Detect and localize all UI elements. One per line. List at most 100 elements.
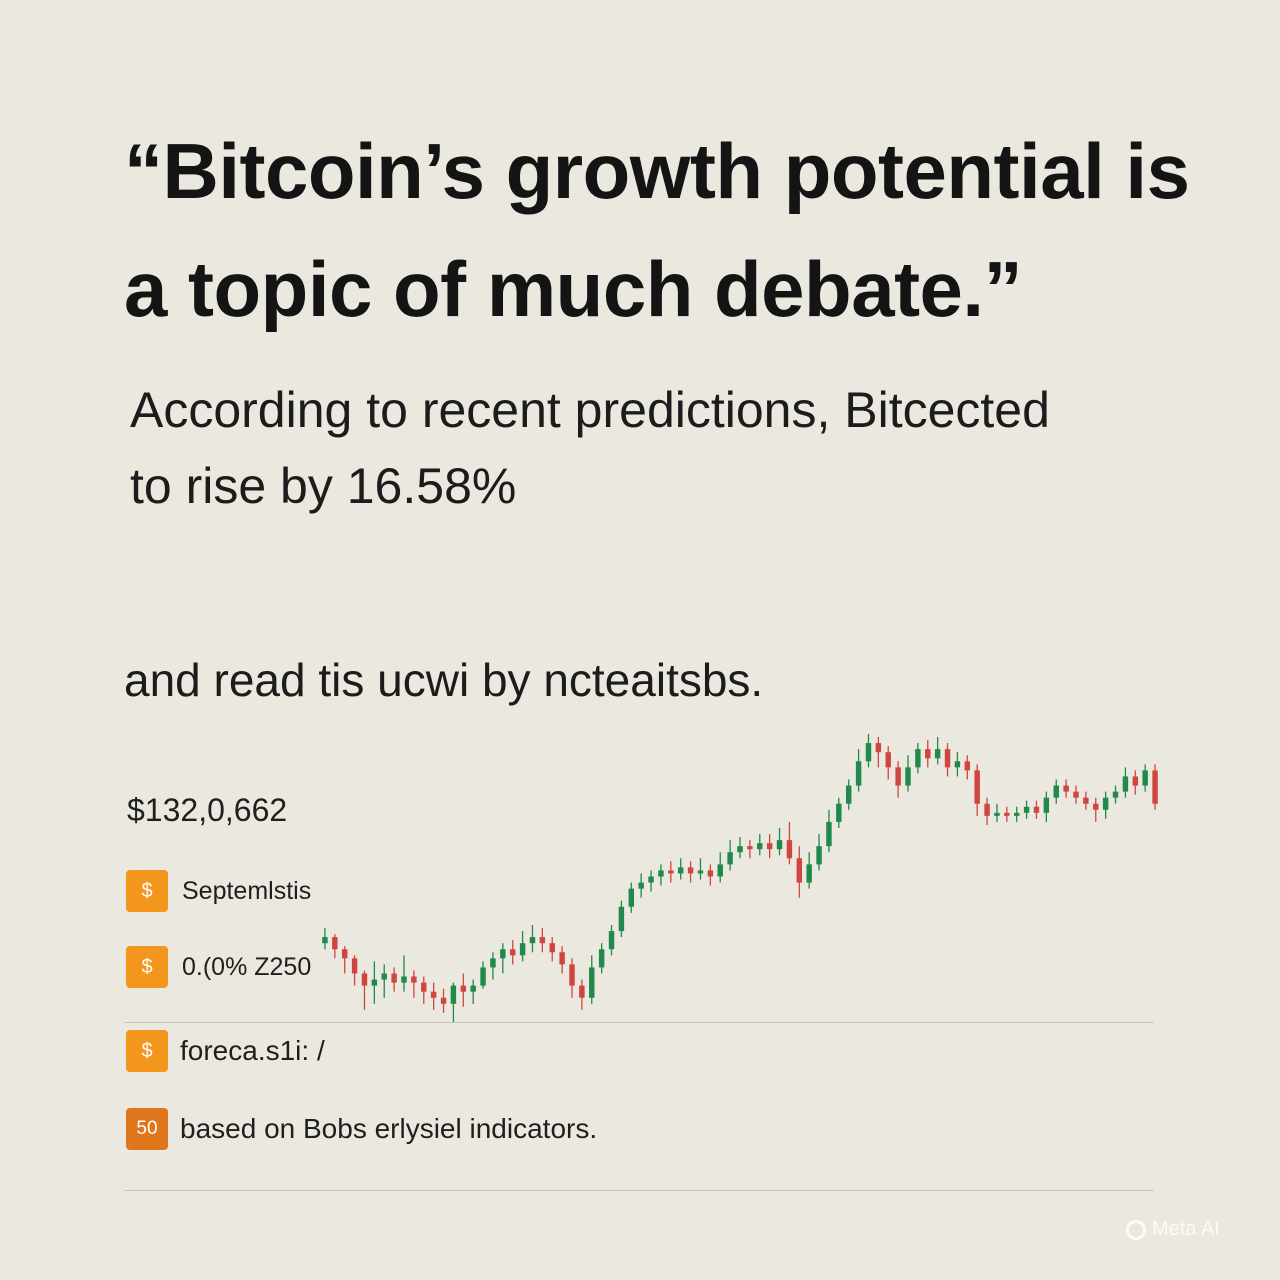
headline: “Bitcoin’s growth potential is a topic o… <box>124 112 1204 348</box>
candle-49 <box>796 846 803 898</box>
candle-36 <box>668 861 674 883</box>
candle-body-up <box>1102 797 1109 810</box>
candle-body-down <box>786 840 793 859</box>
candle-body-up <box>757 843 763 850</box>
legend-text-3: foreca.s1i: / <box>180 1035 325 1066</box>
candle-body-down <box>539 937 546 944</box>
candle-71 <box>1013 806 1020 822</box>
candle-81 <box>1112 785 1119 804</box>
subtext-line-1: According to recent predictions, Bitcect… <box>130 382 1050 438</box>
candle-body-down <box>895 767 901 786</box>
candle-body-up <box>500 949 506 959</box>
candle-body-down <box>1093 803 1099 810</box>
candle-body-down <box>579 985 585 998</box>
candle-body-up <box>450 985 457 1004</box>
watermark-text: Meta AI <box>1152 1218 1220 1240</box>
candle-4 <box>351 955 358 986</box>
candle-42 <box>727 840 733 871</box>
candle-body-down <box>569 964 575 986</box>
candle-40 <box>707 864 714 886</box>
candle-body-down <box>509 949 516 956</box>
candle-body-up <box>905 767 911 786</box>
candle-body-up <box>994 812 1000 816</box>
candle-78 <box>1083 791 1089 810</box>
candle-10 <box>411 970 417 998</box>
headline-line-2: a topic of much debate.” <box>124 245 1023 333</box>
candlestick-chart <box>322 734 1158 1022</box>
candle-body-up <box>1013 812 1020 816</box>
candle-73 <box>1033 800 1040 819</box>
candle-body-up <box>381 973 387 980</box>
candle-body-down <box>1152 770 1158 804</box>
divider-bottom <box>124 1190 1154 1191</box>
candle-body-up <box>658 870 664 877</box>
candle-body-up <box>727 852 733 865</box>
candle-23 <box>539 928 546 953</box>
candle-79 <box>1093 797 1099 822</box>
candle-67 <box>974 764 980 816</box>
legend-row-4: 50 based on Bobs erlysiel indicators. <box>126 1108 597 1150</box>
candle-body-down <box>440 997 447 1004</box>
candle-body-up <box>608 931 615 950</box>
candle-body-up <box>598 949 605 968</box>
price-label: $132,0,662 <box>127 792 288 828</box>
candle-48 <box>786 821 793 865</box>
candle-24 <box>549 937 555 962</box>
candle-body-down <box>944 749 951 768</box>
candle-body-down <box>687 867 694 874</box>
candle-22 <box>529 924 536 953</box>
candle-76 <box>1063 779 1069 798</box>
candle-body-down <box>460 985 467 992</box>
subtext: According to recent predictions, Bitcect… <box>130 372 1210 524</box>
dollar-badge-icon: $ <box>126 870 168 912</box>
body-line: and read tis ucwi by ncteaitsbs. <box>124 654 764 706</box>
candle-body-down <box>1063 785 1069 792</box>
divider-top <box>124 1022 1154 1023</box>
candle-body-down <box>1004 812 1010 816</box>
candle-33 <box>638 873 644 898</box>
candle-44 <box>747 840 753 859</box>
candle-body-down <box>964 761 971 771</box>
candle-body-up <box>737 846 743 853</box>
legend-row-3: $ foreca.s1i: / <box>126 1030 325 1072</box>
candle-37 <box>677 858 684 880</box>
candle-body-down <box>549 943 555 953</box>
legend-row-1: $ Septemlstis <box>126 870 311 912</box>
headline-line-1: “Bitcoin’s growth potential is <box>124 127 1190 215</box>
subtext-line-2: to rise by 16.58% <box>130 458 517 514</box>
candle-body-down <box>796 858 803 883</box>
candle-43 <box>737 837 743 859</box>
candle-body-up <box>1112 791 1119 798</box>
candle-83 <box>1132 770 1139 795</box>
meta-ai-icon <box>1126 1219 1146 1240</box>
candle-body-down <box>391 973 397 983</box>
candle-16 <box>470 979 476 1004</box>
candle-body-down <box>1073 791 1079 798</box>
candle-13 <box>440 988 447 1013</box>
candle-57 <box>875 737 882 768</box>
candle-61 <box>915 743 921 774</box>
candle-body-down <box>974 770 980 804</box>
candle-body-up <box>470 985 476 992</box>
candle-3 <box>341 946 348 974</box>
candle-body-down <box>707 870 714 877</box>
candle-19 <box>500 943 506 974</box>
legend-text-4: based on Bobs erlysiel indicators. <box>180 1113 598 1144</box>
candle-25 <box>559 946 565 974</box>
candle-72 <box>1023 800 1030 819</box>
candle-60 <box>905 755 911 792</box>
candle-body-down <box>925 749 931 759</box>
candle-12 <box>430 982 437 1010</box>
candle-7 <box>381 964 387 998</box>
candle-53 <box>836 797 842 828</box>
candle-body-up <box>490 958 496 968</box>
candle-body-up <box>855 761 862 786</box>
candle-17 <box>480 961 486 989</box>
candle-body-up <box>717 864 723 877</box>
candle-54 <box>845 779 852 810</box>
candle-body-up <box>322 937 328 944</box>
candle-35 <box>658 864 664 886</box>
candle-body-up <box>618 906 625 932</box>
candle-34 <box>648 870 654 892</box>
candle-body-down <box>1132 776 1139 786</box>
